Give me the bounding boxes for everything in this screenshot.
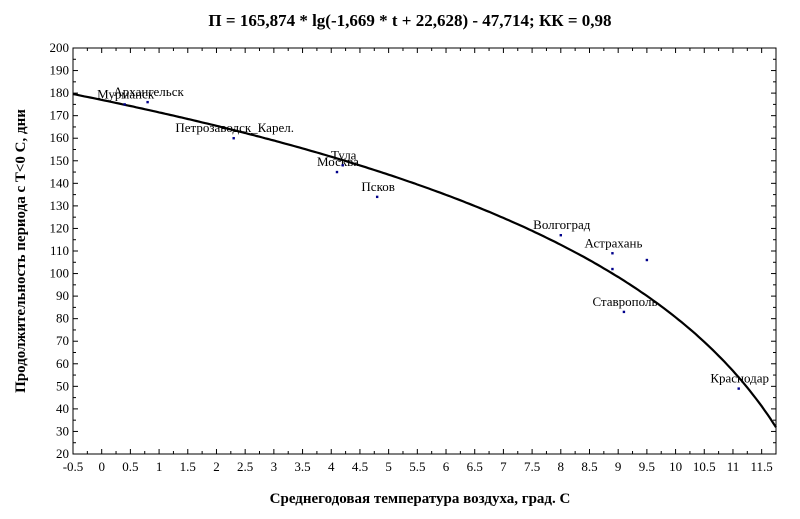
point-label: Тула: [331, 147, 357, 162]
point-label: Псков: [361, 179, 394, 194]
y-tick-label: 200: [50, 40, 70, 55]
fit-curve: [72, 92, 777, 428]
y-tick-label: 40: [56, 401, 69, 416]
x-tick-label: 3: [271, 459, 278, 474]
x-tick-label: 3.5: [294, 459, 310, 474]
y-tick-label: 130: [50, 198, 70, 213]
y-axis: 20 30 40 50 60 70 80 90 100 110 120 130 140 150 160 170…: [50, 40, 776, 461]
x-tick-label: 5: [385, 459, 392, 474]
x-tick-label: 7: [500, 459, 507, 474]
y-axis-label: Продолжительность периода с Т<0 С, дни: [13, 109, 29, 393]
y-tick-label: 120: [50, 220, 70, 235]
data-point: [559, 234, 562, 237]
x-tick-label: -0.5: [63, 459, 84, 474]
x-tick-label: 10: [669, 459, 682, 474]
data-point: [737, 387, 740, 390]
x-axis: -0.5 0 0.5 1 1.5 2 2.5 3 3.5 4 4.5 5 5.5 6 6.5 7 7.5 8 8.5…: [63, 48, 773, 474]
chart-title: П = 165,874 * lg(-1,669 * t + 22,628) - …: [208, 11, 611, 30]
data-point: [611, 267, 614, 271]
point-label: Ставрополь: [592, 294, 657, 309]
plot-frame: [72, 47, 777, 455]
point-label: Москва: [317, 154, 359, 169]
data-point: [341, 164, 344, 167]
point-label: Краснодар: [710, 371, 769, 386]
x-tick-label: 6.5: [467, 459, 483, 474]
y-tick-label: 20: [56, 446, 69, 461]
y-tick-label: 160: [50, 130, 70, 145]
y-tick-label: 140: [50, 175, 70, 190]
y-tick-label: 70: [56, 333, 69, 348]
y-tick-label: 30: [56, 423, 69, 438]
x-tick-label: 2: [213, 459, 220, 474]
point-label: Волгоград: [533, 217, 591, 232]
y-tick-label: 60: [56, 356, 69, 371]
x-tick-label: 2.5: [237, 459, 253, 474]
y-tick-label: 150: [50, 153, 70, 168]
y-tick-label: 110: [50, 243, 69, 258]
x-tick-label: 11: [727, 459, 740, 474]
x-tick-label: 10.5: [693, 459, 716, 474]
y-tick-label: 100: [50, 266, 70, 281]
data-point: [335, 170, 339, 174]
point-label: Мурманск: [97, 86, 155, 101]
y-tick-label: 180: [50, 85, 70, 100]
data-point: [611, 252, 614, 255]
point-label: Астрахань: [584, 235, 642, 250]
x-tick-label: 4: [328, 459, 335, 474]
x-tick-label: 9: [615, 459, 622, 474]
y-tick-label: 90: [56, 288, 69, 303]
x-tick-label: 8: [558, 459, 565, 474]
data-point: [645, 258, 649, 262]
data-point: [375, 195, 379, 199]
x-tick-label: 6: [443, 459, 450, 474]
x-axis-label: Среднегодовая температура воздуха, град.…: [270, 491, 571, 507]
data-point: [622, 310, 626, 314]
x-tick-label: 5.5: [409, 459, 425, 474]
x-tick-label: 7.5: [524, 459, 540, 474]
y-tick-label: 170: [50, 108, 70, 123]
x-tick-label: 0: [98, 459, 105, 474]
x-tick-label: 8.5: [581, 459, 597, 474]
x-tick-label: 4.5: [352, 459, 368, 474]
x-tick-label: 1: [156, 459, 163, 474]
point-label: Архангельск: [113, 84, 184, 99]
x-tick-label: 1.5: [180, 459, 196, 474]
point-label: Петрозаводск_Карел.: [175, 120, 294, 135]
x-tick-label: 11.5: [751, 459, 773, 474]
data-point: [146, 100, 149, 104]
y-tick-label: 50: [56, 378, 69, 393]
x-tick-label: 9.5: [639, 459, 655, 474]
data-point: [123, 103, 126, 106]
x-tick-label: 0.5: [122, 459, 138, 474]
y-tick-label: 80: [56, 311, 69, 326]
y-tick-label: 190: [50, 63, 70, 78]
data-point: [232, 137, 235, 140]
